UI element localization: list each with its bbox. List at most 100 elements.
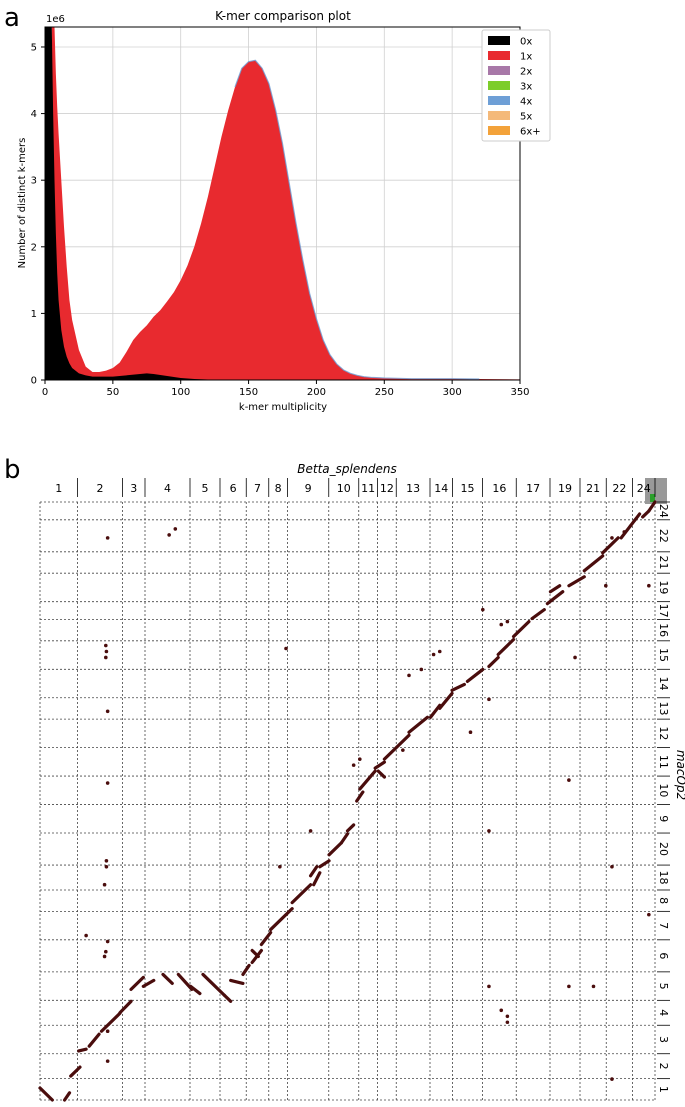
dot-x-label: 11 (361, 482, 375, 495)
dot-alignment-point (105, 1059, 110, 1063)
dot-y-label: 20 (657, 842, 670, 856)
dot-alignment-point (610, 864, 614, 869)
kmer-legend-swatch (488, 36, 510, 45)
dot-y-label: 21 (657, 556, 670, 570)
dot-alignment-segment (601, 536, 620, 555)
dot-x-label: 22 (612, 482, 626, 495)
panel-label-b: b (4, 455, 21, 485)
dot-alignment-point (573, 655, 577, 660)
dot-alignment-segment (545, 590, 565, 606)
dot-alignment-point (308, 829, 313, 833)
dot-alignment-segment (38, 1086, 54, 1102)
dot-alignment-segment (465, 667, 485, 684)
dot-alignment-segment (373, 760, 386, 770)
dot-alignment-segment (312, 871, 322, 887)
dot-alignment-point (105, 939, 110, 944)
dot-x-label: 13 (406, 482, 420, 495)
dot-alignment-point (102, 954, 107, 959)
dot-alignment-segment (496, 637, 516, 657)
kmer-y-tick-label: 3 (31, 176, 37, 187)
kmer-area-1x (51, 27, 521, 380)
dot-alignment-point (407, 673, 411, 678)
dot-alignment-point (647, 912, 651, 917)
dot-y-label: 2 (657, 1063, 670, 1070)
dot-x-label: 3 (130, 482, 137, 495)
dot-alignment-point (351, 763, 356, 767)
dot-alignment-point (105, 709, 110, 714)
kmer-legend-swatch (488, 51, 510, 60)
dot-x-label: 12 (380, 482, 394, 495)
dot-x-label: 10 (337, 482, 351, 495)
kmer-x-tick-label: 100 (171, 387, 190, 398)
dot-alignment-segment (530, 608, 546, 621)
kmer-plot: K-mer comparison plot 1e6 0 50 100 150 200 25… (17, 9, 551, 413)
kmer-legend-swatch (488, 126, 510, 135)
dot-alignment-segment (345, 823, 356, 833)
dot-alignment-segment (129, 975, 145, 991)
dot-x-label: 14 (434, 482, 448, 495)
dot-x-label: 4 (164, 482, 171, 495)
dot-x-label: 16 (492, 482, 506, 495)
dot-alignment-segment (250, 948, 260, 959)
kmer-plot-areas (45, 27, 521, 380)
dot-alignment-point (487, 829, 491, 833)
dot-alignment-point (104, 655, 108, 660)
dot-alignment-segment (141, 978, 156, 988)
dot-alignment-point (104, 949, 108, 954)
dot-x-label: 7 (254, 482, 261, 495)
dot-x-label: 6 (230, 482, 237, 495)
dot-plot-dots (84, 527, 651, 1081)
dot-alignment-point (104, 643, 108, 648)
kmer-x-tick-label: 250 (375, 387, 394, 398)
dot-alignment-segment (77, 1047, 88, 1053)
dot-alignment-point (487, 984, 491, 989)
dot-y-label: 18 (657, 871, 670, 885)
dot-alignment-point (104, 649, 109, 654)
dot-alignment-point (431, 652, 436, 657)
kmer-y-tick-label: 1 (31, 309, 37, 320)
dot-y-label: 6 (657, 952, 670, 959)
kmer-x-tick-label: 150 (239, 387, 258, 398)
dot-alignment-segment (548, 584, 562, 594)
dot-plot-x-labels: 1 2 3 4 5 6 7 8 9 10 11 12 13 14 15 16 17 19 21 22 24 (55, 478, 656, 497)
dot-alignment-segment (241, 963, 251, 977)
dot-alignment-segment (99, 1011, 122, 1033)
kmer-legend-label: 6x+ (520, 127, 541, 138)
dot-y-label: 4 (657, 1009, 670, 1016)
dot-x-label: 15 (461, 482, 475, 495)
dot-alignment-point (505, 1014, 510, 1019)
dot-alignment-point (567, 778, 571, 782)
dot-y-label: 5 (657, 983, 670, 990)
kmer-legend-swatch (488, 96, 510, 105)
dot-alignment-segment (229, 978, 245, 985)
kmer-y-tick-label: 2 (31, 242, 37, 253)
dot-corner-marker (650, 494, 655, 502)
kmer-plot-legend: 0x 1x 2x 3x 4x 5x 6x+ (481, 29, 551, 142)
dot-y-label: 1 (657, 1086, 670, 1093)
dot-y-label: 12 (657, 726, 670, 740)
dot-y-label: 22 (657, 529, 670, 543)
kmer-legend-label: 2x (520, 67, 532, 78)
dot-alignment-point (487, 697, 491, 702)
dot-y-label: 16 (657, 623, 670, 637)
dot-x-label: 8 (275, 482, 282, 495)
dot-x-label: 17 (526, 482, 540, 495)
dot-alignment-segment (628, 512, 642, 528)
dot-alignment-point (173, 527, 178, 531)
dot-y-label: 10 (657, 783, 670, 797)
kmer-x-tick-label: 200 (307, 387, 326, 398)
dot-alignment-segment (511, 619, 531, 639)
dot-alignment-segment (118, 999, 133, 1015)
dot-x-label: 24 (637, 482, 651, 495)
dot-alignment-segment (339, 832, 350, 845)
dot-alignment-point (647, 583, 651, 588)
dot-alignment-point (610, 1077, 614, 1081)
dot-alignment-segment (407, 715, 430, 734)
dot-alignment-segment (318, 859, 331, 869)
dot-alignment-segment (87, 1032, 101, 1048)
dot-y-label: 11 (657, 755, 670, 769)
dot-alignment-point (104, 864, 109, 869)
kmer-legend-label: 4x (520, 97, 532, 108)
dot-alignment-segment (582, 554, 605, 573)
